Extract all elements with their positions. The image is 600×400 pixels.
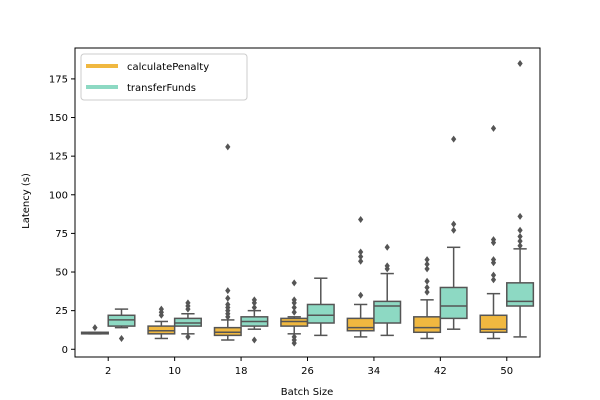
box-body [306, 303, 335, 324]
outlier-point [291, 333, 297, 341]
box-transferFunds-42 [439, 135, 468, 330]
outlier-point [291, 296, 297, 304]
y-tick-label: 75 [55, 229, 68, 240]
outlier-point [451, 226, 457, 234]
outlier-point [424, 277, 430, 285]
x-axis-title: Batch Size [281, 387, 333, 398]
outlier-point [424, 265, 430, 273]
box-transferFunds-10 [173, 299, 202, 341]
outlier-point [424, 288, 430, 296]
outlier-point [490, 124, 497, 132]
box-body [147, 325, 176, 335]
outlier-point [517, 237, 523, 245]
outlier-point [358, 257, 364, 265]
outlier-point [490, 276, 497, 284]
outlier-point [490, 271, 497, 279]
box-transferFunds-26 [306, 277, 335, 337]
box-body [280, 317, 309, 327]
outlier-point [384, 262, 390, 270]
legend-frame [80, 53, 248, 101]
y-tick-label: 50 [55, 268, 68, 279]
x-tick-label: 50 [500, 366, 513, 377]
outlier-point [517, 242, 523, 250]
outlier-point [358, 253, 364, 261]
box-calculatePenalty-10 [147, 305, 176, 340]
outlier-point [517, 226, 523, 234]
box-body [373, 300, 402, 324]
outlier-point [490, 236, 497, 244]
outlier-point [251, 304, 257, 312]
outlier-point [251, 336, 257, 344]
outlier-point [451, 135, 457, 143]
outlier-point [185, 333, 191, 341]
x-tick-label: 2 [105, 366, 111, 377]
plot-area [80, 59, 535, 347]
legend-label-transferFunds: transferFunds [127, 83, 196, 94]
box-transferFunds-2 [107, 308, 136, 342]
outlier-point [517, 59, 523, 67]
y-tick-label: 100 [49, 190, 68, 201]
outlier-point [358, 215, 364, 223]
x-tick-label: 34 [368, 366, 381, 377]
box-transferFunds-34 [373, 243, 402, 337]
box-transferFunds-50 [506, 59, 535, 338]
outlier-point [424, 256, 430, 264]
outlier-point [225, 287, 231, 295]
outlier-point [384, 243, 390, 251]
outlier-point [118, 334, 125, 342]
outlier-point [225, 143, 231, 151]
y-axis-title: Latency (s) [21, 173, 32, 229]
axes: 0 25 50 75 100 125 150 175 2 10 18 26 34 42 50 [49, 47, 541, 377]
outlier-point [451, 220, 457, 228]
box-body [107, 314, 136, 327]
box-body [346, 317, 375, 332]
box-calculatePenalty-34 [346, 215, 375, 338]
outlier-point [158, 305, 164, 313]
box-body [413, 316, 442, 334]
outlier-point [490, 256, 497, 264]
outlier-point [92, 324, 98, 332]
outlier-point [424, 283, 430, 291]
box-body [213, 326, 242, 337]
y-tick-label: 125 [49, 152, 68, 163]
outlier-point [291, 279, 297, 287]
outlier-point [291, 308, 297, 316]
box-calculatePenalty-18 [213, 143, 242, 341]
legend: calculatePenalty transferFunds [80, 53, 248, 101]
box-calculatePenalty-2 [80, 324, 109, 335]
outlier-point [424, 260, 430, 268]
y-tick-label: 25 [55, 306, 68, 317]
y-tick-label: 0 [62, 345, 68, 356]
x-tick-label: 10 [168, 366, 181, 377]
outlier-point [358, 248, 364, 256]
outlier-point [251, 296, 257, 304]
outlier-point [291, 304, 297, 312]
box-transferFunds-18 [240, 296, 269, 344]
box-calculatePenalty-42 [413, 256, 442, 340]
outlier-point [225, 294, 231, 302]
box-calculatePenalty-50 [479, 124, 508, 340]
box-body [439, 286, 468, 320]
outlier-point [517, 212, 523, 220]
box-body [479, 314, 508, 334]
outlier-point [225, 300, 231, 308]
outlier-point [517, 232, 523, 240]
y-tick-label: 150 [49, 113, 68, 124]
x-tick-label: 42 [434, 366, 447, 377]
x-tick-label: 26 [301, 366, 314, 377]
y-tick-label: 175 [49, 74, 68, 85]
legend-label-calculatePenalty: calculatePenalty [127, 62, 209, 73]
outlier-point [358, 291, 364, 299]
outlier-point [185, 299, 191, 307]
box-body [506, 282, 535, 307]
box-body [173, 317, 202, 327]
x-tick-label: 18 [235, 366, 248, 377]
